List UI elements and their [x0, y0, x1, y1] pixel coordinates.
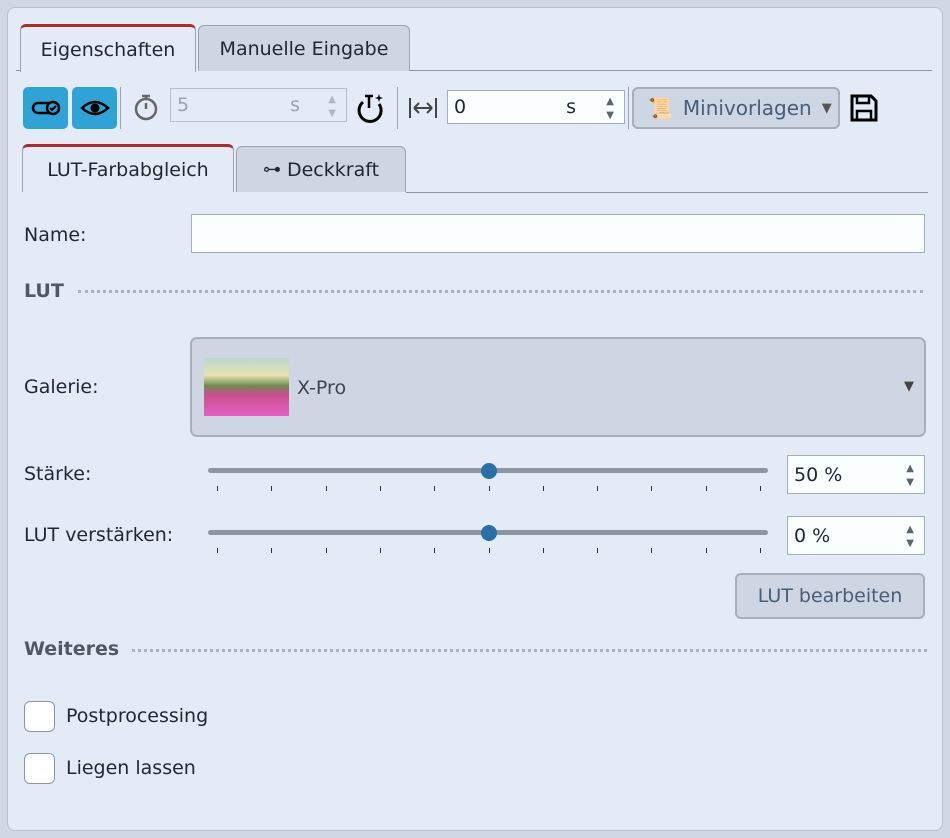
slider-tick — [488, 548, 490, 553]
toggle-active-button[interactable] — [23, 87, 68, 129]
offset-input[interactable]: 0 s ▲ ▼ — [447, 90, 625, 124]
slider-tick — [488, 486, 490, 491]
postprocessing-label: Postprocessing — [66, 705, 209, 727]
slider-tick — [217, 486, 218, 491]
gallery-value: X-Pro — [297, 377, 347, 399]
slider-tick — [760, 548, 761, 553]
tab-deckkraft[interactable]: ⊶ Deckkraft — [236, 146, 406, 192]
boost-spinner[interactable]: ▲ ▼ — [906, 524, 914, 549]
tab-divider — [410, 70, 932, 71]
slider-tick — [434, 486, 436, 491]
chevron-down-icon: ▼ — [821, 100, 832, 116]
tab-label: LUT-Farbabgleich — [47, 158, 209, 181]
scroll-template-icon: 📜 — [648, 96, 673, 120]
more-section-title: Weiteres — [24, 638, 120, 660]
toolbar-separator — [397, 87, 398, 129]
slider-tick — [705, 548, 707, 553]
edit-lut-button[interactable]: LUT bearbeiten — [735, 573, 925, 619]
slider-tick — [651, 548, 653, 553]
slider-tick — [651, 486, 653, 491]
slider-tick — [325, 548, 327, 553]
slider-tick — [379, 486, 381, 491]
postprocessing-checkbox[interactable] — [24, 701, 55, 732]
toolbar-separator — [120, 87, 121, 129]
offset-arrows-icon — [409, 98, 437, 118]
minivorlagen-dropdown[interactable]: 📜 Minivorlagen ▼ — [632, 87, 840, 129]
name-input[interactable] — [191, 214, 925, 253]
lut-section-title: LUT — [24, 280, 64, 302]
tab-eigenschaften[interactable]: Eigenschaften — [20, 24, 196, 72]
gallery-dropdown[interactable]: X-Pro ▼ — [190, 337, 926, 437]
lut-thumbnail — [204, 358, 289, 416]
section-divider — [132, 649, 927, 652]
boost-value: 0 % — [794, 524, 831, 547]
chevron-down-icon: ▼ — [904, 379, 914, 394]
slider-tick — [325, 486, 327, 491]
slider-tick — [217, 548, 218, 553]
slider-tick — [271, 548, 273, 553]
tab-label: Eigenschaften — [40, 38, 176, 61]
boost-label: LUT verstärken: — [24, 524, 174, 546]
gallery-label: Galerie: — [24, 376, 99, 398]
slider-tick — [597, 548, 599, 553]
strength-slider-thumb[interactable] — [480, 463, 497, 479]
slider-tick — [705, 486, 707, 491]
slider-tick — [271, 486, 273, 491]
strength-spinner[interactable]: ▲ ▼ — [906, 463, 914, 488]
offset-spinner[interactable]: ▲ ▼ — [606, 96, 614, 121]
strength-input[interactable]: 50 % ▲ ▼ — [787, 455, 925, 494]
slider-tick — [542, 486, 544, 491]
offset-unit: s — [566, 96, 576, 118]
duration-spinner[interactable]: ▲ ▼ — [328, 94, 336, 119]
eye-icon — [79, 100, 110, 116]
strength-value: 50 % — [794, 463, 843, 486]
tab-label: Deckkraft — [286, 158, 380, 181]
slider-tick — [542, 548, 544, 553]
duration-input[interactable]: 5 s ▲ ▼ — [170, 88, 347, 122]
slider-tick — [597, 486, 599, 491]
boost-slider-thumb[interactable] — [480, 525, 497, 541]
slider-tick — [434, 548, 436, 553]
save-icon[interactable] — [849, 93, 879, 123]
strength-label: Stärke: — [24, 463, 92, 485]
liegen-lassen-label: Liegen lassen — [66, 757, 196, 779]
duration-value: 5 — [177, 94, 190, 116]
slider-tick — [379, 548, 381, 553]
tab-lut-farbabgleich[interactable]: LUT-Farbabgleich — [22, 144, 234, 192]
toolbar-separator — [628, 87, 629, 129]
tab-manuelle-eingabe[interactable]: Manuelle Eingabe — [198, 25, 410, 71]
boost-input[interactable]: 0 % ▲ ▼ — [787, 516, 925, 555]
duration-unit: s — [290, 94, 300, 116]
opacity-curve-icon: ⊶ — [262, 159, 281, 180]
section-divider — [78, 290, 923, 293]
visibility-button[interactable] — [72, 87, 117, 129]
templates-label: Minivorlagen — [682, 96, 812, 120]
slider-tick — [760, 486, 761, 491]
tab-label: Manuelle Eingabe — [219, 37, 389, 60]
stopwatch-icon — [134, 94, 158, 121]
tab-divider — [16, 70, 20, 71]
liegen-lassen-checkbox[interactable] — [24, 753, 55, 784]
toggle-check-icon — [31, 100, 60, 116]
name-label: Name: — [24, 224, 87, 246]
offset-value: 0 — [454, 96, 467, 118]
auto-duration-icon[interactable] — [355, 90, 387, 124]
tab-divider — [406, 192, 928, 193]
